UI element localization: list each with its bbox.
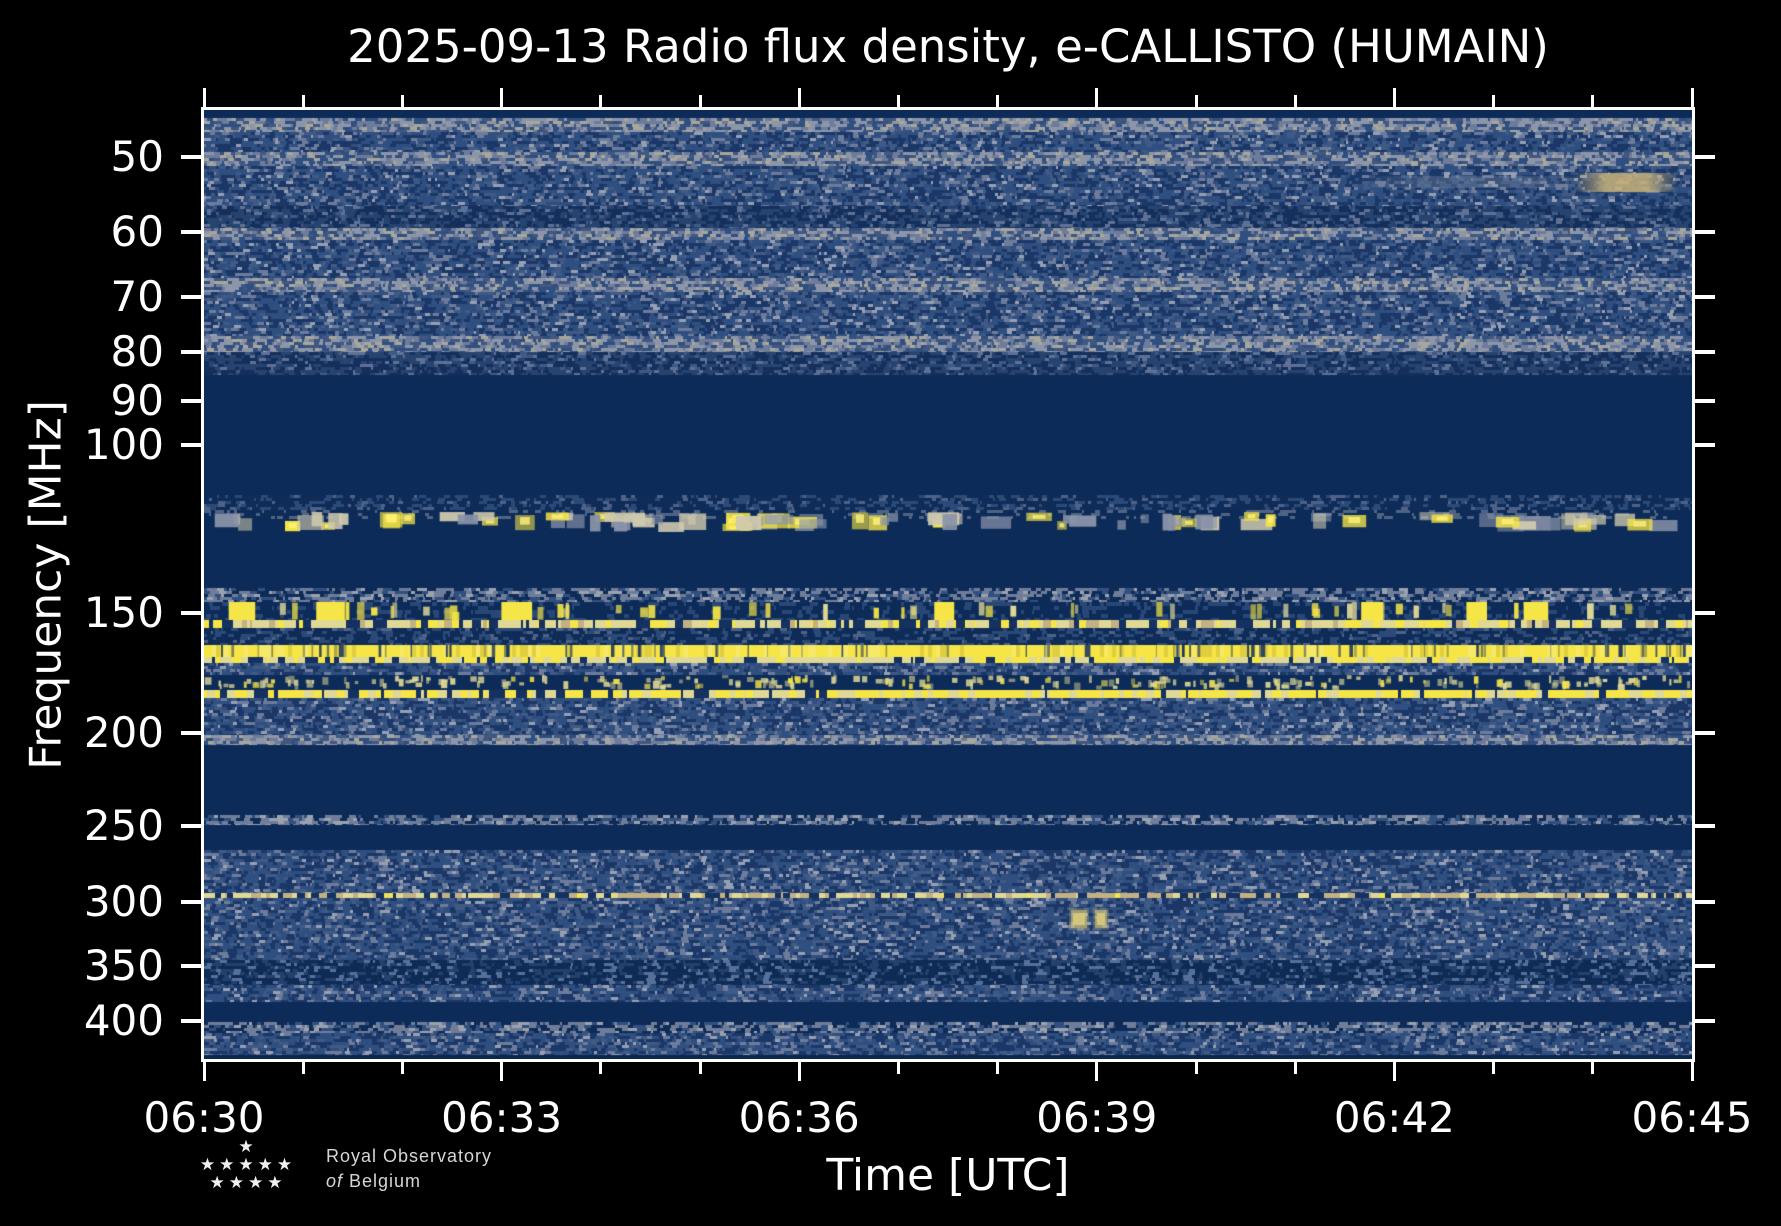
y-major-tick-right <box>1695 899 1715 904</box>
x-major-tick-top <box>1095 88 1099 107</box>
y-major-tick-right <box>1695 963 1715 968</box>
x-minor-tick <box>1293 1062 1297 1074</box>
x-major-tick-top <box>797 88 801 107</box>
x-minor-tick-top <box>1492 95 1496 107</box>
logo-line2: of Belgium <box>326 1169 492 1194</box>
x-tick-label: 06:33 <box>441 1093 563 1142</box>
y-major-tick <box>181 442 201 447</box>
x-minor-tick <box>1492 1062 1496 1074</box>
y-tick-label: 300 <box>83 876 164 926</box>
x-tick-label: 06:42 <box>1333 1093 1455 1142</box>
x-major-tick <box>1095 1062 1099 1081</box>
y-major-tick <box>181 899 201 904</box>
y-major-tick <box>181 963 201 968</box>
logo-text: Royal Observatory of Belgium <box>326 1144 492 1194</box>
x-tick-label: 06:30 <box>143 1093 265 1142</box>
x-major-tick-top <box>500 88 504 107</box>
logo-line2-of: of <box>326 1171 344 1191</box>
y-tick-label: 200 <box>83 708 164 758</box>
x-minor-tick-top <box>698 95 702 107</box>
y-tick-label: 70 <box>110 271 164 321</box>
x-major-tick <box>1690 1062 1694 1081</box>
plot-frame <box>201 107 1695 1062</box>
x-major-tick <box>797 1062 801 1081</box>
x-minor-tick <box>896 1062 900 1074</box>
logo-star-row: ★★★★★ <box>199 1155 297 1175</box>
y-tick-label: 250 <box>83 800 164 850</box>
x-minor-tick-top <box>400 95 404 107</box>
y-major-tick <box>181 230 201 235</box>
y-tick-label: 50 <box>110 131 164 181</box>
x-minor-tick <box>996 1062 1000 1074</box>
x-tick-label: 06:45 <box>1631 1093 1753 1142</box>
y-major-tick <box>181 611 201 616</box>
x-major-tick <box>202 1062 206 1081</box>
y-major-tick-right <box>1695 230 1715 235</box>
y-major-tick-right <box>1695 294 1715 299</box>
y-tick-label: 100 <box>83 419 164 469</box>
logo-star-row: ★ <box>238 1137 258 1157</box>
y-major-tick-right <box>1695 611 1715 616</box>
y-major-tick-right <box>1695 350 1715 355</box>
spectrogram-canvas <box>204 110 1692 1059</box>
y-major-tick-right <box>1695 823 1715 828</box>
x-minor-tick <box>400 1062 404 1074</box>
y-major-tick <box>181 350 201 355</box>
x-minor-tick-top <box>1194 95 1198 107</box>
y-major-tick <box>181 294 201 299</box>
logo-stars: ★ ★★★★★ ★★★★ <box>196 1138 300 1192</box>
y-tick-label: 350 <box>83 940 164 990</box>
x-minor-tick-top <box>1293 95 1297 107</box>
y-tick-label: 80 <box>110 327 164 377</box>
x-minor-tick <box>1591 1062 1595 1074</box>
logo-line1: Royal Observatory <box>326 1146 493 1166</box>
x-minor-tick-top <box>1591 95 1595 107</box>
x-major-tick-top <box>202 88 206 107</box>
y-major-tick <box>181 1019 201 1024</box>
y-major-tick-right <box>1695 731 1715 736</box>
x-minor-tick <box>301 1062 305 1074</box>
y-major-tick-right <box>1695 399 1715 403</box>
y-tick-label: 150 <box>83 588 164 638</box>
x-minor-tick-top <box>996 95 1000 107</box>
y-major-tick <box>181 154 201 159</box>
y-tick-label: 400 <box>83 996 164 1046</box>
y-tick-label: 90 <box>110 376 164 425</box>
y-major-tick-right <box>1695 154 1715 159</box>
logo-star-row: ★★★★ <box>209 1173 287 1193</box>
y-major-tick-right <box>1695 442 1715 447</box>
x-tick-label: 06:36 <box>738 1093 860 1142</box>
x-tick-label: 06:39 <box>1036 1093 1158 1142</box>
x-minor-tick-top <box>896 95 900 107</box>
x-major-tick <box>500 1062 504 1081</box>
x-minor-tick <box>599 1062 603 1074</box>
x-minor-tick-top <box>301 95 305 107</box>
observatory-logo: ★ ★★★★★ ★★★★ Royal Observatory of Belgium <box>196 1138 492 1194</box>
y-major-tick <box>181 399 201 403</box>
x-major-tick <box>1392 1062 1396 1081</box>
x-minor-tick <box>1194 1062 1198 1074</box>
y-tick-label: 60 <box>110 207 164 257</box>
y-major-tick-right <box>1695 1019 1715 1024</box>
x-major-tick-top <box>1690 88 1694 107</box>
x-minor-tick <box>698 1062 702 1074</box>
x-major-tick-top <box>1392 88 1396 107</box>
y-major-tick <box>181 823 201 828</box>
x-axis-label: Time [UTC] <box>826 1150 1070 1201</box>
y-major-tick <box>181 731 201 736</box>
x-minor-tick-top <box>599 95 603 107</box>
chart-title: 2025-09-13 Radio flux density, e-CALLIST… <box>347 20 1549 73</box>
logo-line2-rest: Belgium <box>349 1171 422 1191</box>
